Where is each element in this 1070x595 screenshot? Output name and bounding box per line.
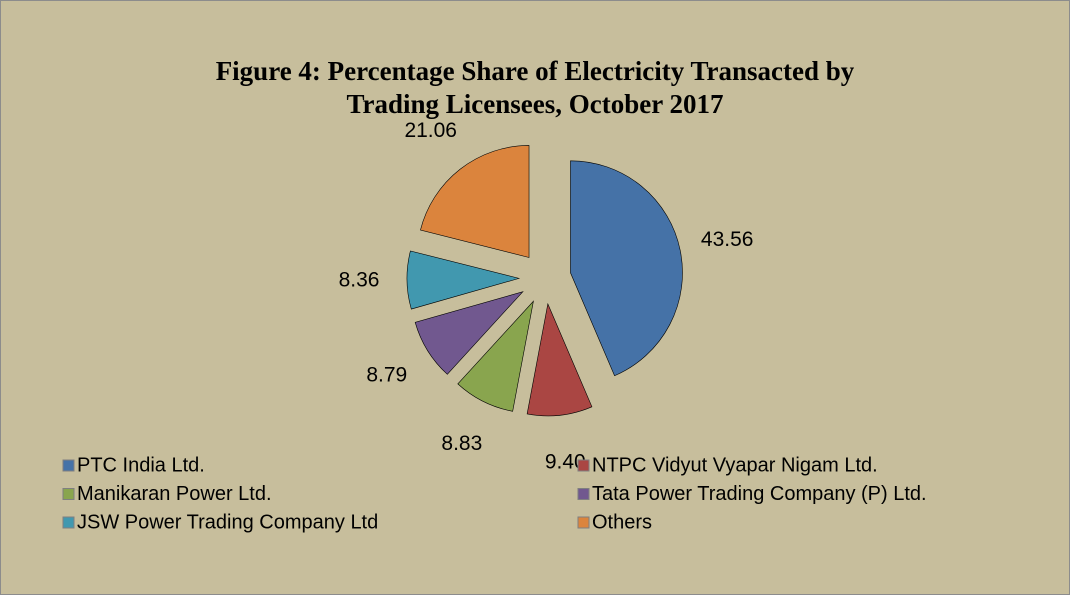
legend-swatch [577,516,590,529]
data-label: 8.36 [339,268,380,291]
pie-slice [457,300,534,412]
data-label: 21.06 [404,119,457,142]
pie-slice [570,160,683,377]
pie-slice [420,145,530,258]
legend-swatch [62,459,75,472]
pie-slice [406,250,521,310]
legend-label: NTPC Vidyut Vyapar Nigam Ltd. [592,454,878,476]
legend-label: JSW Power Trading Company Ltd [77,511,378,533]
legend-swatch [577,459,590,472]
data-label: 8.79 [366,363,407,386]
pie-slice [526,302,593,417]
legend-label: Others [592,511,652,533]
data-label: 43.56 [701,228,754,251]
legend-label: Manikaran Power Ltd. [77,483,272,505]
legend-swatch [62,516,75,529]
chart-title: Figure 4: Percentage Share of Electricit… [216,56,855,86]
data-label: 8.83 [441,432,482,455]
legend-label: PTC India Ltd. [77,454,205,476]
legend-swatch [62,488,75,500]
legend-swatch [577,488,590,500]
chart-title: Trading Licensees, October 2017 [347,89,724,119]
pie-slice [414,291,524,375]
data-label: 9.40 [545,450,586,473]
legend-label: Tata Power Trading Company (P) Ltd. [592,483,927,505]
